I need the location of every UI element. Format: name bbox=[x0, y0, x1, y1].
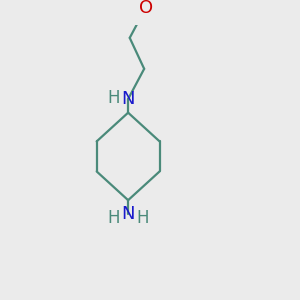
Text: O: O bbox=[139, 0, 153, 17]
Text: N: N bbox=[122, 205, 135, 223]
Text: N: N bbox=[122, 90, 135, 108]
Text: H: H bbox=[108, 88, 120, 106]
Text: H: H bbox=[108, 209, 120, 227]
Text: H: H bbox=[136, 209, 148, 227]
